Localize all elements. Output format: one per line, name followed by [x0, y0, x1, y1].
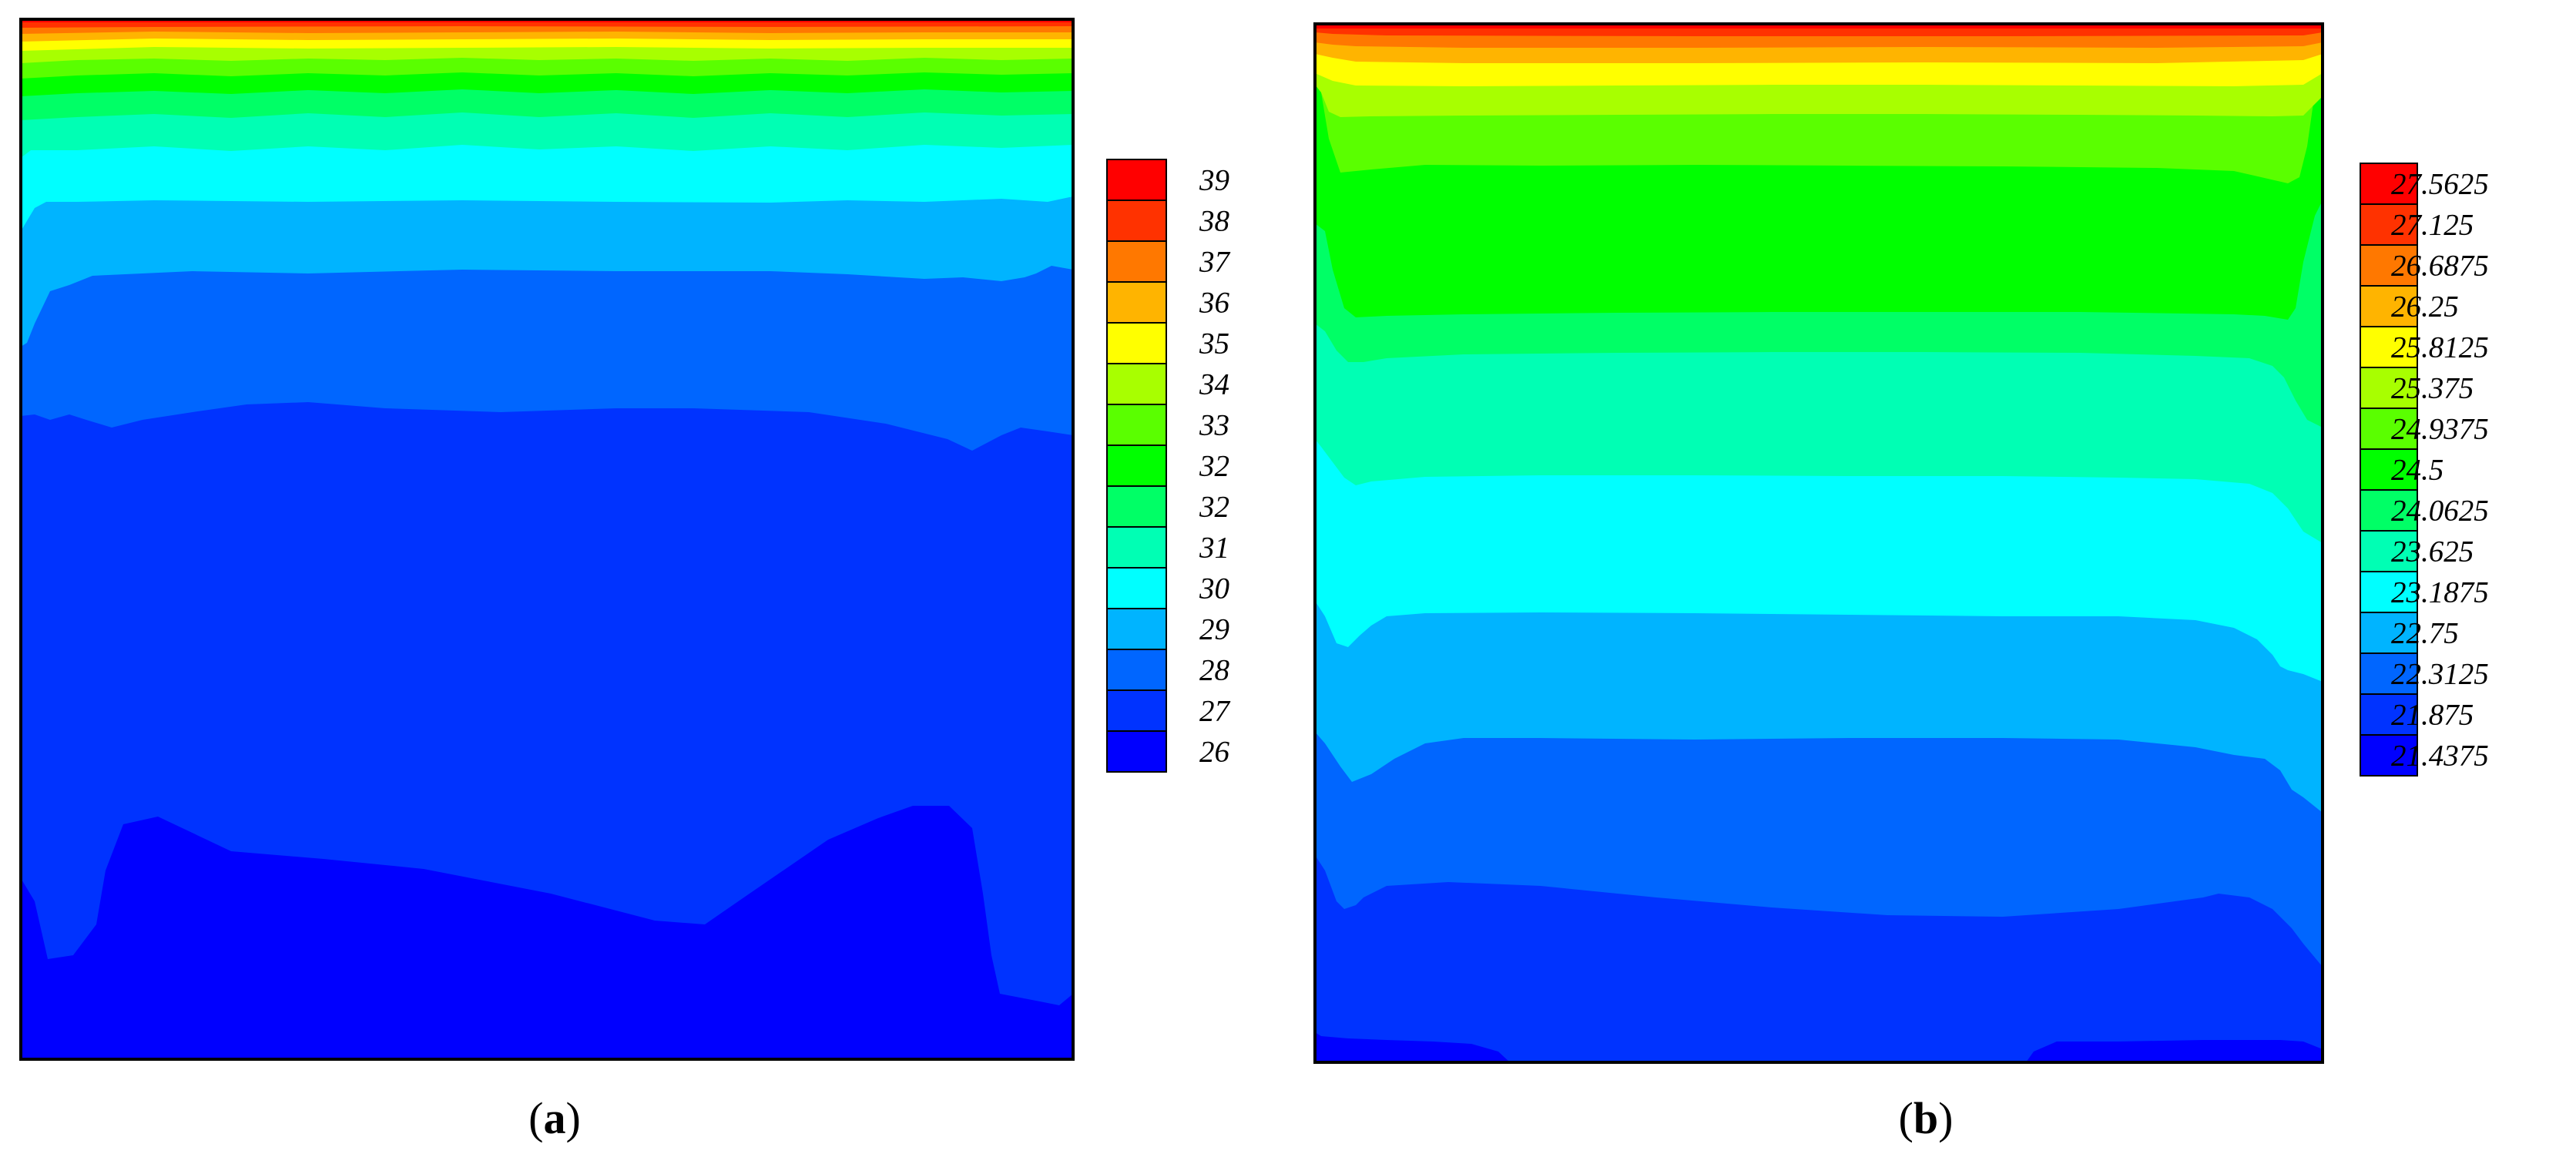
panel-a: 39 38 37 36 35 34 33 32 32 31 30 29 28 27 26 (a) [19, 18, 1231, 1143]
colorbar-b-swatch-13 [2360, 653, 2417, 694]
contour-band-b-15 [1315, 24, 2323, 29]
colorbar-b-swatch-4 [2360, 286, 2417, 327]
colorbar-a-swatch-14 [1107, 690, 1166, 731]
colorbar-b-swatch-2 [2360, 204, 2417, 245]
colorbar-a-label-11: 30 [1199, 572, 1229, 605]
colorbar-a-label-8: 32 [1199, 450, 1229, 483]
colorbar-b-swatch-9 [2360, 490, 2417, 531]
colorbar-b-label-9: 24.0625 [2391, 495, 2489, 528]
colorbar-a-swatch-2 [1107, 200, 1166, 241]
colorbar-b: 27.5625 27.125 26.6875 26.25 25.8125 25.375 24… [2360, 163, 2489, 777]
colorbar-a-swatch-7 [1107, 404, 1166, 445]
colorbar-a-swatch-1 [1107, 159, 1166, 200]
colorbar-a-label-3: 37 [1199, 246, 1231, 279]
colorbar-b-label-14: 21.875 [2391, 699, 2474, 732]
colorbar-a-label-2: 38 [1199, 205, 1230, 238]
colorbar-b-frame [2360, 163, 2418, 777]
colorbar-b-swatch-14 [2360, 694, 2417, 735]
contour-plot-b [1315, 24, 2323, 1062]
colorbar-a-label-12: 29 [1199, 613, 1229, 646]
colorbar-a-label-6: 34 [1199, 368, 1229, 401]
colorbar-b-swatch-8 [2360, 449, 2417, 490]
colorbar-a-label-13: 28 [1199, 654, 1230, 687]
colorbar-b-swatch-1 [2360, 163, 2417, 204]
colorbar-a-label-15: 26 [1199, 736, 1230, 769]
colorbar-b-swatch-7 [2360, 408, 2417, 449]
colorbar-a-swatch-10 [1107, 527, 1166, 568]
colorbar-b-label-1: 27.5625 [2391, 168, 2489, 201]
colorbar-a-swatch-9 [1107, 486, 1166, 527]
colorbar-a-frame [1106, 159, 1167, 773]
colorbar-b-swatch-12 [2360, 612, 2417, 653]
colorbar-b-label-11: 23.1875 [2391, 576, 2489, 609]
caption-a-close: ) [566, 1093, 581, 1143]
colorbar-b-label-4: 26.25 [2391, 290, 2459, 324]
colorbar-b-label-6: 25.375 [2391, 372, 2474, 405]
colorbar-b-label-15: 21.4375 [2391, 740, 2489, 773]
colorbar-a-swatch-5 [1107, 323, 1166, 364]
panel-b: 27.5625 27.125 26.6875 26.25 25.8125 25.375 24… [1313, 22, 2489, 1143]
plot-frame-a [19, 18, 1075, 1061]
colorbar-a-swatch-12 [1107, 609, 1166, 649]
colorbar-b-label-5: 25.8125 [2391, 331, 2489, 364]
colorbar-b-swatch-6 [2360, 367, 2417, 408]
colorbar-b-label-7: 24.9375 [2391, 413, 2489, 446]
colorbar-b-label-12: 22.75 [2391, 617, 2459, 650]
colorbar-b-label-2: 27.125 [2391, 209, 2474, 242]
colorbar-b-label-3: 26.6875 [2391, 250, 2489, 283]
colorbar-b-label-8: 24.5 [2391, 454, 2444, 487]
colorbar-a-label-7: 33 [1199, 409, 1229, 442]
colorbar-a-label-1: 39 [1199, 164, 1229, 197]
colorbar-a-label-4: 36 [1199, 287, 1230, 320]
colorbar-a-label-10: 31 [1199, 532, 1229, 565]
colorbar-a-swatch-4 [1107, 282, 1166, 323]
colorbar-a: 39 38 37 36 35 34 33 32 32 31 30 29 28 27 26 [1106, 159, 1231, 773]
colorbar-b-swatch-3 [2360, 245, 2417, 286]
colorbar-a-swatch-11 [1107, 568, 1166, 609]
colorbar-b-swatch-11 [2360, 572, 2417, 612]
colorbar-b-swatch-15 [2360, 735, 2417, 776]
plot-frame-b [1313, 22, 2324, 1064]
colorbar-a-label-5: 35 [1199, 327, 1229, 361]
colorbar-a-swatch-6 [1107, 364, 1166, 404]
colorbar-b-swatch-10 [2360, 531, 2417, 572]
colorbar-b-label-10: 23.625 [2391, 535, 2474, 569]
colorbar-b-label-13: 22.3125 [2391, 658, 2489, 691]
caption-b-open: ( [1899, 1093, 1914, 1143]
caption-a-letter: a [544, 1093, 566, 1143]
colorbar-a-label-14: 27 [1199, 695, 1231, 728]
colorbar-a-swatch-8 [1107, 445, 1166, 486]
colorbar-a-swatch-3 [1107, 241, 1166, 282]
caption-b-close: ) [1938, 1093, 1953, 1143]
panel-caption-b: (b) [1899, 1093, 1954, 1143]
colorbar-a-swatch-15 [1107, 731, 1166, 772]
colorbar-a-label-9: 32 [1199, 491, 1229, 524]
contour-plot-a [21, 19, 1073, 1059]
caption-a-open: ( [528, 1093, 543, 1143]
caption-b-letter: b [1914, 1093, 1938, 1143]
colorbar-b-swatch-5 [2360, 327, 2417, 367]
panel-caption-a: (a) [528, 1093, 581, 1143]
colorbar-a-swatch-13 [1107, 649, 1166, 690]
